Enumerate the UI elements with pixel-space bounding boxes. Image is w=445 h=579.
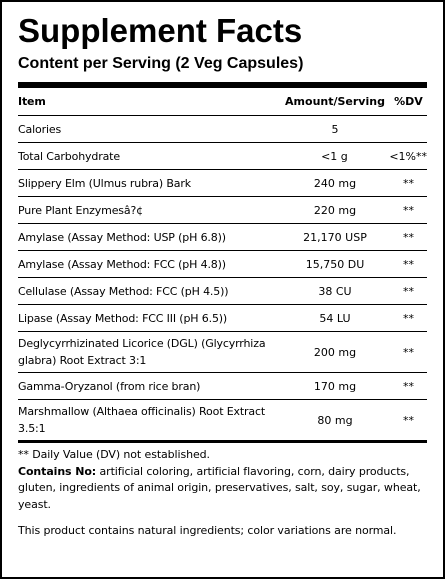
amount: 15,750 DU bbox=[305, 257, 365, 271]
row: Slippery Elm (Ulmus rubra) Bark 240 mg ** bbox=[18, 170, 427, 197]
title: Supplement Facts bbox=[18, 12, 303, 49]
contains-label: Contains No: bbox=[18, 464, 97, 478]
item: Calories bbox=[18, 122, 62, 136]
item: Total Carbohydrate bbox=[18, 149, 120, 163]
rows: Calories 5 Total Carbohydrate <1 g <1%** Slip… bbox=[18, 116, 427, 443]
item: Pure Plant Enzymesâ?¢ bbox=[18, 203, 144, 217]
row: Cellulase (Assay Method: FCC (pH 4.5)) 38… bbox=[18, 278, 427, 305]
amount: 240 mg bbox=[313, 176, 357, 190]
natural-note: This product contains natural ingredient… bbox=[18, 524, 397, 537]
amount: 200 mg bbox=[313, 345, 357, 359]
item: Amylase (Assay Method: FCC (pH 4.8)) bbox=[18, 257, 226, 271]
row: Marshmallow (Althaea officinalis) Root E… bbox=[18, 400, 427, 443]
header-row: Item Amount/Serving %DV bbox=[18, 88, 427, 116]
dv: ** bbox=[403, 176, 414, 190]
row: Calories 5 bbox=[18, 116, 427, 143]
dv: ** bbox=[403, 345, 414, 359]
item: Lipase (Assay Method: FCC III (pH 6.5)) bbox=[18, 311, 228, 325]
header-amount: Amount/Serving bbox=[285, 95, 385, 108]
amount: 170 mg bbox=[313, 379, 357, 393]
dv: ** bbox=[403, 230, 414, 244]
amount: 5 bbox=[331, 122, 339, 136]
item: Cellulase (Assay Method: FCC (pH 4.5)) bbox=[18, 284, 229, 298]
row: Pure Plant Enzymesâ?¢ 220 mg ** bbox=[18, 197, 427, 224]
row: Total Carbohydrate <1 g <1%** bbox=[18, 143, 427, 170]
footnote: ** Daily Value (DV) not established. bbox=[18, 448, 210, 461]
dv: ** bbox=[403, 413, 414, 427]
item: Marshmallow (Althaea officinalis) Root E… bbox=[18, 405, 266, 435]
amount: 80 mg bbox=[317, 413, 353, 427]
footer: ** Daily Value (DV) not established. Con… bbox=[18, 447, 427, 540]
amount: <1 g bbox=[321, 149, 348, 163]
dv: ** bbox=[403, 379, 414, 393]
dv: ** bbox=[403, 203, 414, 217]
amount: 38 CU bbox=[318, 284, 352, 298]
item: Deglycyrrhizinated Licorice (DGL) (Glycy… bbox=[18, 337, 266, 367]
header-item: Item bbox=[18, 95, 46, 108]
amount: 21,170 USP bbox=[303, 230, 367, 244]
row: Gamma-Oryzanol (from rice bran) 170 mg ** bbox=[18, 373, 427, 400]
thick-rule bbox=[18, 82, 427, 88]
item: Amylase (Assay Method: USP (pH 6.8)) bbox=[18, 230, 226, 244]
dv: ** bbox=[403, 284, 414, 298]
amount: 54 LU bbox=[319, 311, 351, 325]
subtitle: Content per Serving (2 Veg Capsules) bbox=[18, 55, 304, 72]
header-dv: %DV bbox=[394, 95, 423, 108]
dv: <1%** bbox=[389, 149, 427, 163]
contains: Contains No: artificial coloring, artifi… bbox=[18, 464, 427, 514]
contains-text: artificial coloring, artificial flavorin… bbox=[18, 464, 421, 511]
row: Amylase (Assay Method: USP (pH 6.8)) 21,1… bbox=[18, 224, 427, 251]
row: Amylase (Assay Method: FCC (pH 4.8)) 15,7… bbox=[18, 251, 427, 278]
row: Deglycyrrhizinated Licorice (DGL) (Glycy… bbox=[18, 332, 427, 373]
item: Gamma-Oryzanol (from rice bran) bbox=[18, 379, 201, 393]
dv: ** bbox=[403, 311, 414, 325]
row: Lipase (Assay Method: FCC III (pH 6.5)) 5… bbox=[18, 305, 427, 332]
amount: 220 mg bbox=[313, 203, 357, 217]
dv: ** bbox=[403, 257, 414, 271]
item: Slippery Elm (Ulmus rubra) Bark bbox=[18, 176, 191, 190]
